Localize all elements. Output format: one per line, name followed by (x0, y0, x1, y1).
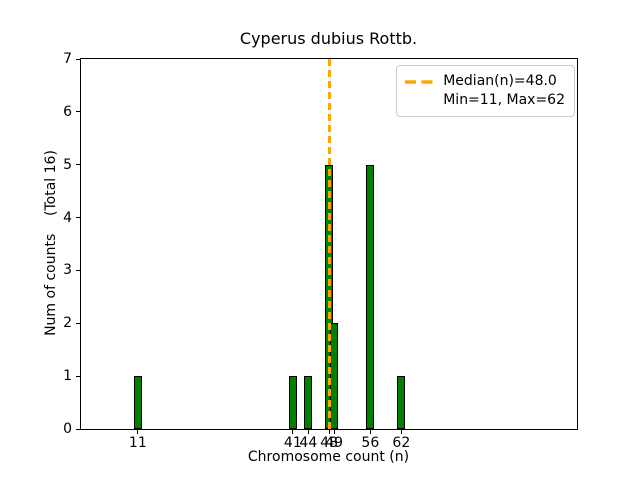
x-tick-label: 49 (325, 435, 344, 451)
legend-swatch-spacer (405, 98, 435, 104)
y-tick-mark (76, 164, 80, 166)
x-tick-label: 11 (128, 435, 147, 451)
legend-label-median: Median(n)=48.0 (443, 73, 557, 89)
median-dash-icon (405, 79, 436, 84)
y-axis-label: Num of counts (Total 16) (43, 150, 59, 336)
y-tick-label: 7 (63, 51, 72, 67)
x-tick-mark (369, 430, 371, 434)
x-tick-mark (292, 430, 294, 434)
x-tick-label: 41 (283, 435, 302, 451)
bar (366, 164, 375, 429)
legend-row-minmax: Min=11, Max=62 (405, 91, 565, 110)
y-tick-mark (76, 428, 80, 430)
median-dashed-line (327, 59, 331, 429)
bar (397, 376, 406, 429)
chart-title: Cyperus dubius Rottb. (239, 29, 418, 48)
bar (288, 376, 297, 429)
y-tick-mark (76, 375, 80, 377)
bar (133, 376, 142, 429)
y-tick-label: 3 (63, 262, 72, 279)
plot-area: 11 41 44 48 49 56 62 0 1 2 3 4 5 6 7 Median(n)=48.0 Mi… (63, 51, 578, 451)
x-tick-mark (400, 430, 402, 434)
y-tick-label: 4 (63, 209, 72, 226)
x-tick-mark (137, 430, 139, 434)
y-tick-mark (76, 217, 80, 219)
x-tick-label: 44 (299, 435, 318, 451)
y-tick-mark (76, 58, 80, 60)
y-tick-label: 0 (63, 421, 72, 437)
x-tick-label: 48 (320, 435, 338, 451)
legend-row-median: Median(n)=48.0 (405, 72, 565, 91)
x-axis-label: Chromosome count (n) (247, 449, 410, 465)
y-tick-label: 1 (63, 368, 72, 385)
x-tick-label: 56 (361, 435, 380, 451)
x-tick-mark (328, 430, 330, 434)
bar (304, 376, 313, 429)
y-tick-label: 6 (63, 103, 72, 120)
y-tick-mark (76, 269, 80, 271)
y-tick-mark (76, 111, 80, 113)
x-tick-label: 62 (392, 435, 411, 451)
y-tick-label: 5 (63, 156, 72, 173)
y-tick-label: 2 (63, 315, 72, 332)
x-tick-mark (307, 430, 309, 434)
legend-label-minmax: Min=11, Max=62 (443, 92, 565, 108)
y-tick-mark (76, 322, 80, 324)
x-tick-mark (333, 430, 335, 434)
bar (330, 323, 339, 429)
legend: Median(n)=48.0 Min=11, Max=62 (396, 65, 575, 117)
